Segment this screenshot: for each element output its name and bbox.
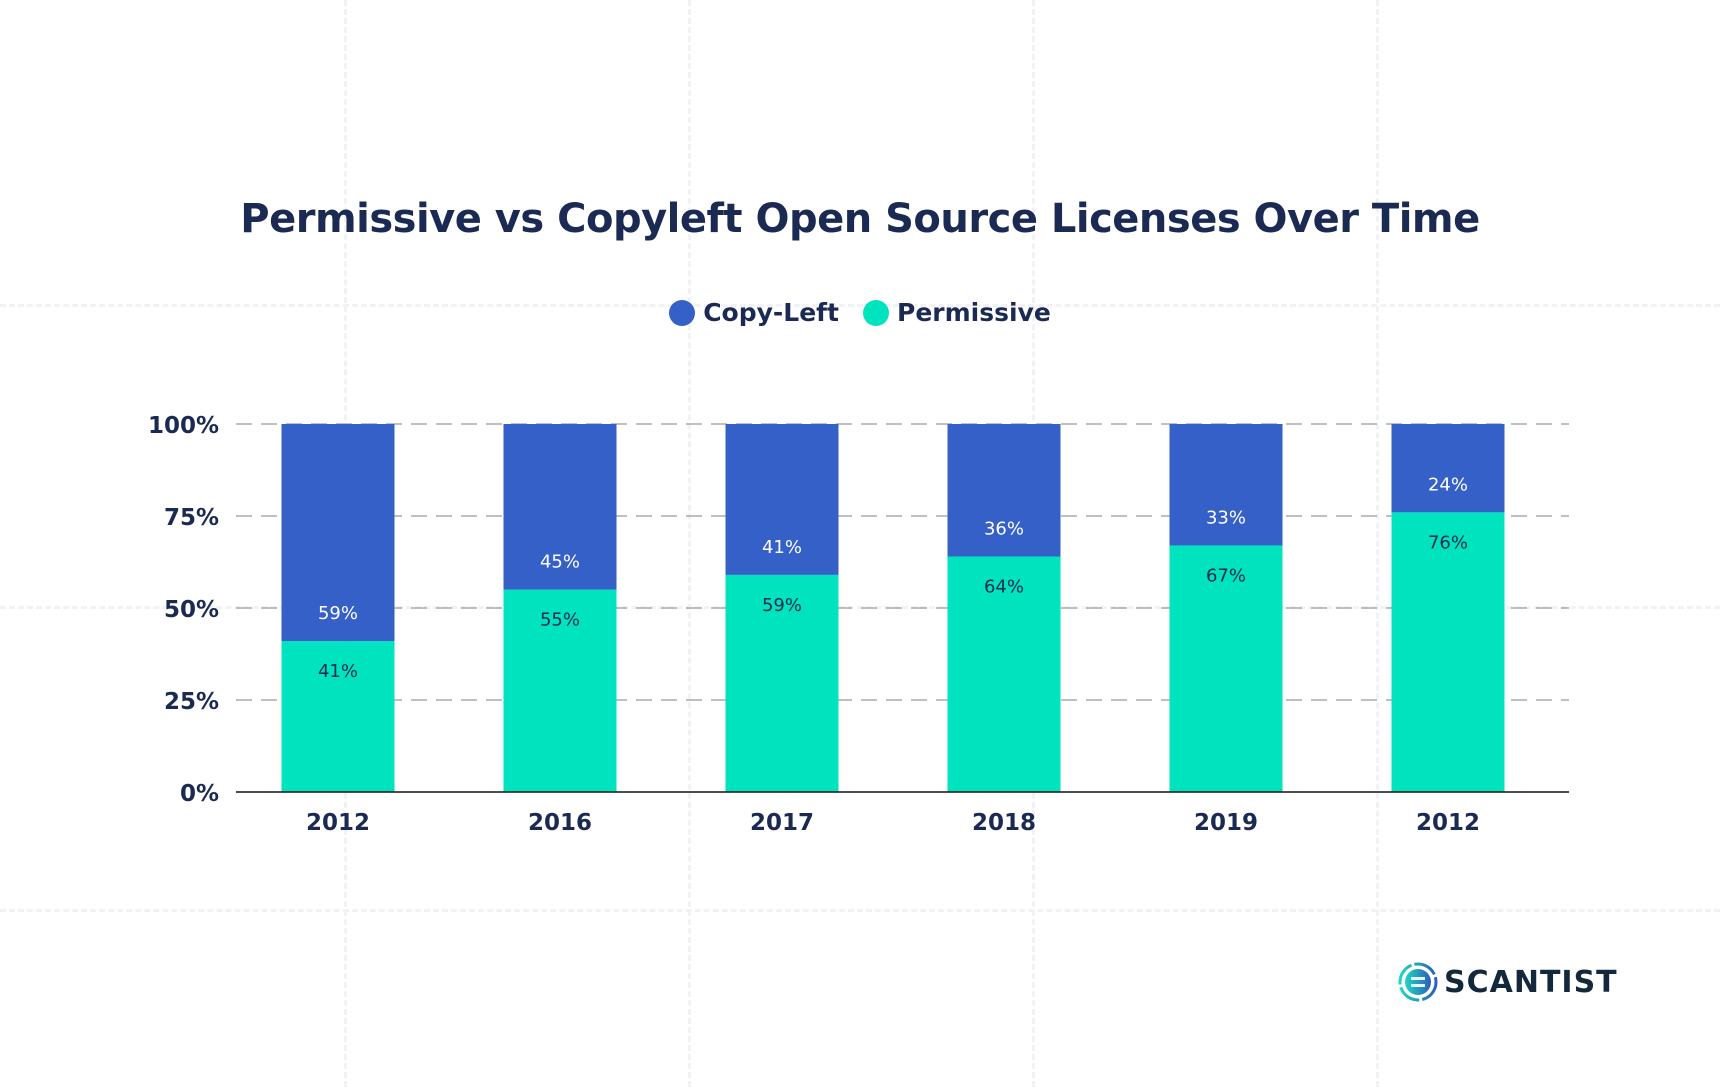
y-tick-label: 0% [180, 781, 219, 807]
legend-swatch [669, 299, 696, 326]
data-label-permissive: 64% [984, 576, 1024, 597]
x-tick-label: 2016 [528, 810, 592, 836]
x-tick-label: 2018 [972, 810, 1036, 836]
bar-permissive [281, 641, 395, 792]
data-label-copy-left: 24% [1428, 474, 1468, 495]
data-label-permissive: 59% [762, 595, 802, 616]
legend: Copy-Left Permissive [0, 298, 1720, 327]
bar-copy-left [947, 424, 1061, 557]
data-label-permissive: 67% [1206, 565, 1246, 586]
bar-permissive [725, 574, 839, 792]
bar-permissive [1391, 512, 1505, 792]
data-label-copy-left: 41% [762, 537, 802, 558]
y-tick-label: 100% [148, 413, 219, 439]
background-grid-line [0, 304, 1720, 307]
background-grid-line [0, 909, 1720, 912]
x-tick-label: 2019 [1194, 810, 1258, 836]
data-label-copy-left: 36% [984, 518, 1024, 539]
background-grid-line [0, 606, 1720, 609]
legend-item-permissive: Permissive [863, 298, 1051, 327]
data-label-copy-left: 45% [540, 552, 580, 573]
scantist-logo-icon [1398, 962, 1438, 1002]
y-tick-label: 25% [164, 689, 219, 715]
bar-copy-left [281, 424, 395, 642]
data-label-permissive: 55% [540, 610, 580, 631]
y-tick-label: 50% [164, 597, 219, 623]
bar-copy-left [503, 424, 617, 590]
bar-copy-left [1391, 424, 1505, 513]
bar-permissive [1169, 545, 1283, 792]
legend-swatch [863, 299, 889, 326]
data-label-permissive: 41% [318, 661, 358, 682]
bar-copy-left [1169, 424, 1283, 546]
data-label-permissive: 76% [1428, 532, 1468, 553]
scantist-logo: SCANTIST [1398, 962, 1618, 1002]
chart-title: Permissive vs Copyleft Open Source Licen… [240, 196, 1480, 242]
legend-label: Copy-Left [703, 298, 839, 327]
legend-item-copy-left: Copy-Left [669, 298, 839, 327]
x-tick-label: 2012 [1416, 810, 1480, 836]
data-label-copy-left: 33% [1206, 507, 1246, 528]
bar-permissive [947, 556, 1061, 792]
background-grid-line [1376, 0, 1379, 1087]
bar-permissive [503, 589, 617, 792]
background-grid-line [688, 0, 691, 1087]
y-tick-label: 75% [164, 505, 219, 531]
bar-copy-left [725, 424, 839, 575]
logo-text: SCANTIST [1444, 964, 1618, 1000]
legend-label: Permissive [897, 298, 1051, 327]
x-tick-label: 2012 [306, 810, 370, 836]
x-tick-label: 2017 [750, 810, 814, 836]
data-label-copy-left: 59% [318, 603, 358, 624]
